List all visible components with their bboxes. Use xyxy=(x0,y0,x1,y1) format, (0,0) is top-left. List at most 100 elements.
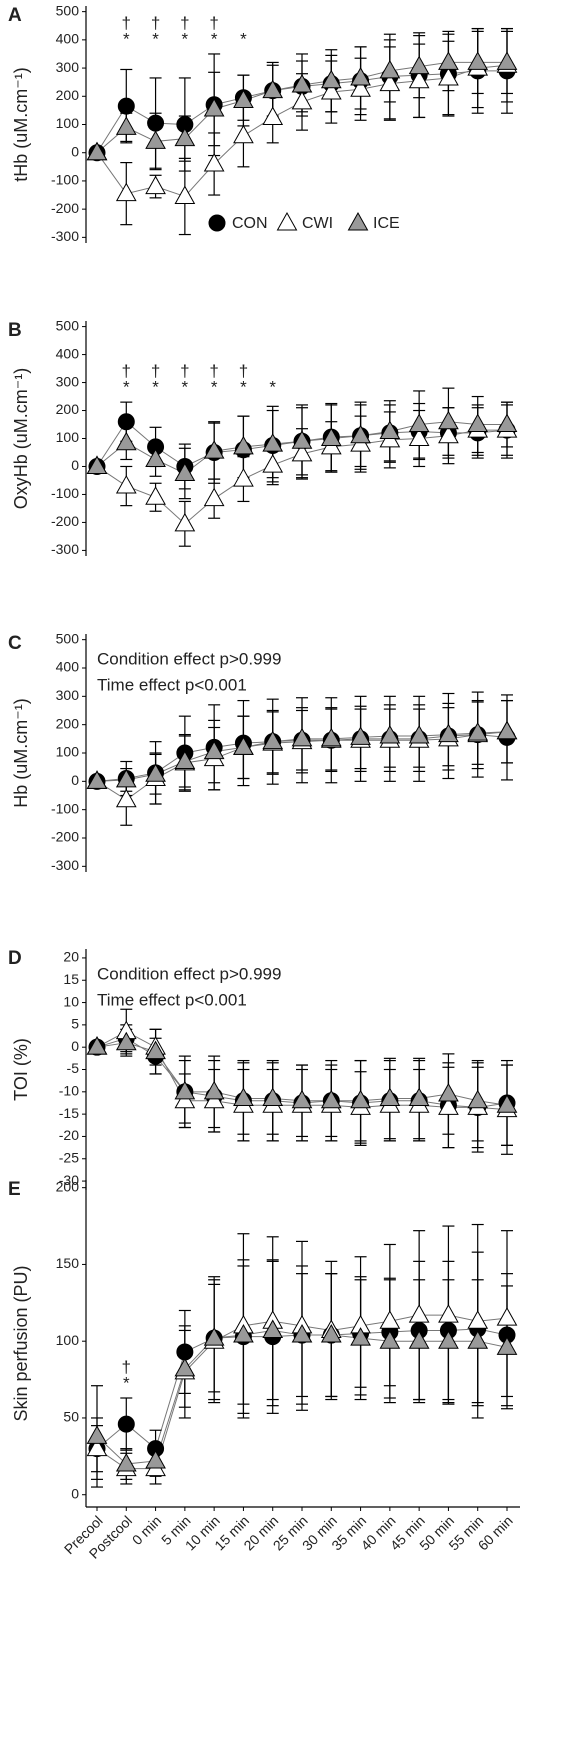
significance-mark: † xyxy=(209,13,218,32)
data-point xyxy=(438,1330,459,1349)
data-point xyxy=(233,124,254,144)
y-axis-label: Skin perfusion (PU) xyxy=(11,1265,31,1421)
data-point xyxy=(320,1089,342,1109)
data-point xyxy=(438,424,459,444)
data-point xyxy=(291,727,313,747)
data-point xyxy=(496,1307,518,1326)
y-tick-label: 20 xyxy=(63,949,79,965)
y-tick-label: 50 xyxy=(63,1409,79,1425)
data-point xyxy=(496,720,518,740)
data-point xyxy=(174,1357,196,1377)
data-point xyxy=(115,182,137,202)
y-tick-label: 100 xyxy=(56,115,80,131)
significance-mark: † xyxy=(122,13,131,32)
significance-mark: * xyxy=(240,29,247,48)
significance-mark: * xyxy=(152,378,159,397)
panel: A -300 -200 -100 0 100 200 300 400 500 tHb (uM.cm⁻… xyxy=(8,2,518,244)
data-point xyxy=(438,1083,459,1102)
y-tick-label: -30 xyxy=(59,1172,79,1188)
y-axis-label: OxyHb (uM.cm⁻¹) xyxy=(11,368,31,510)
data-point xyxy=(145,130,166,149)
panel: B -300 -200 -100 0 100 200 300 400 500 OxyHb (uM.c… xyxy=(8,317,518,557)
y-tick-label: 300 xyxy=(56,687,80,703)
significance-mark: † xyxy=(180,13,189,32)
panel-label: C xyxy=(8,633,22,654)
legend-label: CON xyxy=(232,215,268,232)
y-tick-label: 100 xyxy=(56,1332,80,1348)
y-axis-label: TOI (%) xyxy=(11,1038,31,1101)
y-tick-label: 500 xyxy=(56,317,80,333)
data-point xyxy=(496,1094,518,1113)
legend-marker xyxy=(347,211,369,231)
data-point xyxy=(203,1080,225,1100)
y-tick-label: -100 xyxy=(51,485,79,501)
panel-label: B xyxy=(8,320,22,341)
data-point xyxy=(174,127,196,147)
y-tick-label: -200 xyxy=(51,200,79,216)
data-point xyxy=(115,116,137,135)
significance-mark: * xyxy=(211,29,218,48)
data-point xyxy=(350,1327,371,1346)
data-point xyxy=(174,750,196,769)
legend-label: CWI xyxy=(302,215,333,232)
y-tick-label: 150 xyxy=(56,1255,80,1271)
y-tick-label: -100 xyxy=(51,800,79,816)
x-tick-label: 0 min xyxy=(129,1512,165,1548)
data-point xyxy=(291,430,313,449)
data-point xyxy=(438,1304,459,1323)
y-tick-label: 500 xyxy=(56,2,80,18)
y-tick-label: 0 xyxy=(71,772,79,788)
data-point xyxy=(203,152,225,172)
y-tick-label: -20 xyxy=(59,1127,79,1143)
data-point xyxy=(233,736,254,755)
data-point xyxy=(115,431,137,451)
data-point xyxy=(233,1324,254,1343)
y-tick-label: 200 xyxy=(56,715,80,731)
significance-mark: * xyxy=(152,29,159,48)
data-point xyxy=(379,420,401,440)
data-point xyxy=(379,1330,401,1349)
data-point xyxy=(145,1449,166,1469)
data-point xyxy=(350,726,371,745)
y-tick-label: 100 xyxy=(56,429,80,445)
data-point xyxy=(496,413,518,433)
legend-label: ICE xyxy=(373,215,400,232)
data-point xyxy=(86,770,108,789)
data-point xyxy=(408,1304,430,1323)
y-tick-label: 5 xyxy=(71,1016,79,1032)
data-point xyxy=(320,81,342,100)
data-point xyxy=(145,1040,166,1060)
y-tick-label: 10 xyxy=(63,993,79,1009)
y-tick-label: 200 xyxy=(56,87,80,103)
y-tick-label: -200 xyxy=(51,829,79,845)
data-point xyxy=(147,114,165,132)
significance-mark: * xyxy=(123,378,130,397)
data-point xyxy=(379,1087,401,1107)
data-point xyxy=(438,723,459,743)
significance-mark: † xyxy=(239,362,248,381)
data-point xyxy=(496,1336,518,1355)
annotation: Condition effect p>0.999 xyxy=(97,964,281,983)
significance-mark: * xyxy=(182,29,189,48)
data-point xyxy=(233,468,254,487)
data-point xyxy=(262,1087,284,1107)
data-point xyxy=(115,475,137,494)
data-point xyxy=(174,512,196,532)
y-tick-label: 200 xyxy=(56,401,80,417)
data-point xyxy=(115,788,137,808)
data-point xyxy=(86,1437,108,1457)
annotation: Condition effect p>0.999 xyxy=(97,649,281,668)
data-point xyxy=(379,59,401,79)
y-tick-label: 400 xyxy=(56,31,80,47)
y-tick-label: 100 xyxy=(56,744,80,760)
data-point xyxy=(233,435,254,455)
data-point xyxy=(86,1036,108,1055)
data-point xyxy=(350,424,371,444)
data-point xyxy=(203,1327,225,1346)
y-tick-label: 400 xyxy=(56,659,80,675)
y-tick-label: -25 xyxy=(59,1149,79,1165)
data-point xyxy=(262,106,284,125)
data-point xyxy=(115,768,137,788)
legend-marker xyxy=(208,214,226,232)
y-axis-label: Hb (uM.cm⁻¹) xyxy=(11,698,31,808)
